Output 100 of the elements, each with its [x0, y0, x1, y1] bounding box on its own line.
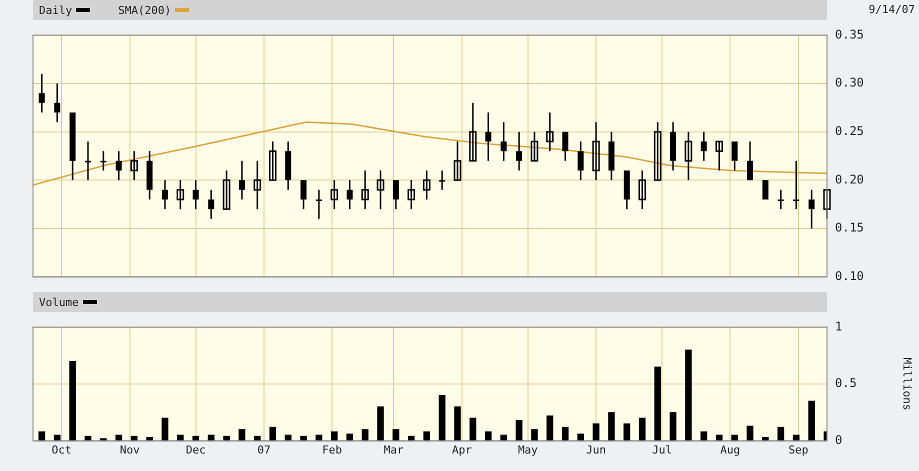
x-tick-label: 07 — [257, 443, 271, 456]
candlestick — [485, 112, 492, 162]
bar — [624, 423, 630, 441]
candlestick — [732, 140, 738, 172]
bar — [238, 429, 246, 441]
bar — [346, 434, 354, 441]
candlestick — [715, 140, 723, 172]
bar — [500, 434, 508, 441]
candlestick — [684, 131, 692, 181]
x-tick-label: Sep — [788, 443, 808, 456]
candlestick — [516, 131, 522, 172]
bar — [700, 431, 708, 441]
bar — [454, 406, 461, 441]
y-tick-label: 0 — [835, 432, 842, 447]
y-axis-title: Millions — [900, 358, 914, 410]
y-tick-label: 0.20 — [835, 172, 864, 186]
bar — [808, 400, 815, 441]
x-tick-label: Mar — [384, 443, 404, 456]
bar — [592, 423, 600, 441]
x-tick-label: Aug — [720, 443, 740, 456]
x-tick-label: Feb — [322, 443, 342, 456]
candlestick — [238, 160, 245, 200]
candlestick — [638, 170, 646, 210]
candlestick — [592, 121, 600, 181]
bar — [377, 406, 384, 441]
x-tick-label: May — [518, 443, 538, 456]
candlestick — [346, 179, 353, 210]
candlestick — [316, 189, 322, 220]
bar — [685, 350, 692, 441]
bar — [670, 412, 676, 441]
candlestick — [254, 160, 262, 210]
candlestick — [823, 189, 831, 220]
candlestick — [130, 150, 138, 181]
bar — [177, 434, 184, 441]
bar — [423, 431, 430, 441]
candlestick — [778, 189, 784, 210]
candlestick — [747, 140, 754, 181]
bar — [300, 436, 307, 441]
candlestick — [54, 82, 60, 123]
y-tick-label: 0.5 — [835, 376, 857, 390]
candlestick — [38, 73, 45, 114]
candlestick — [408, 179, 416, 210]
candlestick — [530, 131, 538, 162]
y-tick-label: 0.15 — [835, 220, 864, 235]
bar — [777, 426, 784, 441]
y-tick-label: 0.30 — [835, 76, 864, 90]
bar — [115, 434, 122, 441]
bar — [654, 366, 661, 441]
candlestick — [330, 179, 338, 210]
bar — [438, 395, 446, 441]
candlestick — [392, 179, 399, 210]
bar — [638, 418, 646, 441]
candlestick — [562, 131, 568, 162]
bar — [69, 360, 76, 441]
bar — [38, 431, 46, 441]
candlestick — [578, 140, 584, 181]
bar — [192, 436, 200, 441]
y-tick-label: 0.10 — [835, 268, 864, 283]
bar — [284, 434, 292, 441]
legend-label: Volume — [39, 296, 79, 308]
candlestick — [300, 179, 307, 210]
bar — [484, 431, 492, 441]
candlestick — [808, 189, 815, 230]
bar — [408, 436, 415, 441]
candlestick — [654, 121, 662, 181]
candlestick — [268, 140, 276, 181]
candlestick — [222, 170, 230, 210]
legend-label: SMA(200) — [118, 4, 172, 16]
bar — [100, 438, 107, 441]
bar — [330, 431, 338, 441]
bar — [254, 436, 261, 441]
text: 9/14/07 — [868, 3, 915, 16]
bar — [84, 436, 92, 441]
candlestick — [208, 189, 214, 220]
bar — [269, 426, 276, 441]
y-tick-label: 0.35 — [835, 27, 864, 42]
bar — [746, 426, 754, 441]
bar — [470, 418, 476, 441]
bar — [362, 429, 368, 441]
candlestick — [762, 179, 768, 200]
bar — [716, 434, 723, 441]
candlestick — [793, 160, 800, 210]
candlestick — [192, 179, 199, 210]
bar — [316, 434, 322, 441]
bar — [731, 434, 738, 441]
candlestick — [546, 112, 554, 152]
bar — [146, 437, 153, 441]
candlestick — [700, 131, 707, 162]
bar — [546, 415, 554, 441]
candlestick — [500, 121, 507, 162]
bar — [531, 429, 538, 441]
x-tick-label: Dec — [186, 443, 206, 456]
legend-label: Daily — [39, 4, 72, 16]
bar — [608, 412, 615, 441]
bar — [392, 429, 400, 441]
bar — [162, 418, 168, 441]
candlestick — [162, 179, 168, 210]
candlestick — [454, 140, 462, 181]
candlestick — [376, 170, 384, 210]
candlestick — [176, 179, 184, 210]
